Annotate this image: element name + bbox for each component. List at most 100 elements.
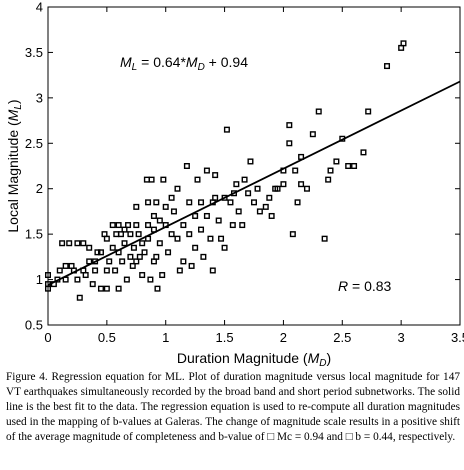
data-point [89,281,96,288]
data-point [384,63,391,70]
data-point [233,181,240,188]
x-tick-label: 3.5 [451,330,464,345]
data-point [165,249,172,256]
data-point [215,217,222,224]
data-point [256,208,263,215]
data-point [156,240,163,247]
x-axis-title-text: Duration Magnitude [177,350,299,366]
data-point [212,172,219,179]
x-tick-label: 2 [280,330,287,345]
data-point [94,249,101,256]
data-point [333,158,340,165]
data-point [109,244,116,251]
data-point [176,267,183,274]
data-point [218,235,225,242]
data-point [321,235,328,242]
equation-rhs: M [186,54,198,70]
data-point [135,231,142,238]
data-point [192,244,199,251]
data-point [286,122,293,129]
data-point [133,203,140,210]
data-point [103,235,110,242]
data-point [150,212,157,219]
x-axis-title: Duration Magnitude (MD) [177,350,331,368]
y-tick-label: 2 [36,181,43,196]
data-point [103,285,110,292]
data-point [266,194,273,201]
y-tick-label: 1.5 [25,227,43,242]
data-point [174,185,181,192]
correlation-label: R = 0.83 [338,278,392,294]
x-tick-label: 1.5 [216,330,234,345]
data-point [180,258,187,265]
data-point [115,222,122,229]
data-point [168,194,175,201]
data-point [160,176,167,183]
data-point [198,226,205,233]
data-point [365,108,372,115]
data-point [186,231,193,238]
data-point [247,158,254,165]
data-point [136,253,143,260]
data-point [180,222,187,229]
data-point [188,262,195,269]
data-point [127,231,134,238]
data-point [254,185,261,192]
data-point [230,190,237,197]
data-point [170,208,177,215]
y-tick-label: 3.5 [25,45,43,60]
data-point [250,199,257,206]
data-point [268,212,275,219]
data-point [139,272,146,279]
data-point [45,272,52,279]
data-point [145,199,152,206]
data-point [59,240,66,247]
data-point [145,222,152,229]
data-point [159,272,166,279]
equation-tail: + 0.94 [205,54,248,70]
y-tick-label: 1 [36,272,43,287]
y-tick-label: 4 [36,0,43,15]
data-point [82,272,89,279]
data-point [97,249,104,256]
data-point [262,203,269,210]
data-point [153,199,160,206]
data-point [86,244,93,251]
data-point [66,240,73,247]
x-tick-label: 3 [398,330,405,345]
regression-line [47,80,461,286]
data-point [400,40,407,47]
data-point [133,258,140,265]
data-point [106,258,113,265]
plot-area [47,6,461,326]
data-point [109,222,116,229]
data-point [235,208,242,215]
equation-rhs-subscript: D [198,62,205,73]
equation-middle: = 0.64* [137,54,186,70]
data-point [351,162,358,169]
data-point [292,167,299,174]
data-point [303,185,310,192]
data-points [45,40,407,301]
y-axis-title-subscript: L [13,104,24,110]
data-point [148,176,155,183]
x-tick-label: 0.5 [98,330,116,345]
data-point [162,203,169,210]
data-point [141,249,148,256]
figure-caption: Figure 4. Regression equation for ML. Pl… [6,371,460,443]
data-point [309,131,316,138]
data-point [130,244,137,251]
x-axis-title-subscript: D [319,358,326,368]
equation-lhs-subscript: L [132,62,138,73]
data-point [133,222,140,229]
data-point [227,199,234,206]
y-axis-title-text: Local Magnitude [5,130,21,233]
data-point [74,240,81,247]
x-tick-label: 0 [44,330,51,345]
y-tick-label: 2.5 [25,136,43,151]
regression-equation: ML = 0.64*MD + 0.94 [120,54,248,73]
data-point [153,253,160,260]
data-point [154,285,161,292]
data-point [294,199,301,206]
